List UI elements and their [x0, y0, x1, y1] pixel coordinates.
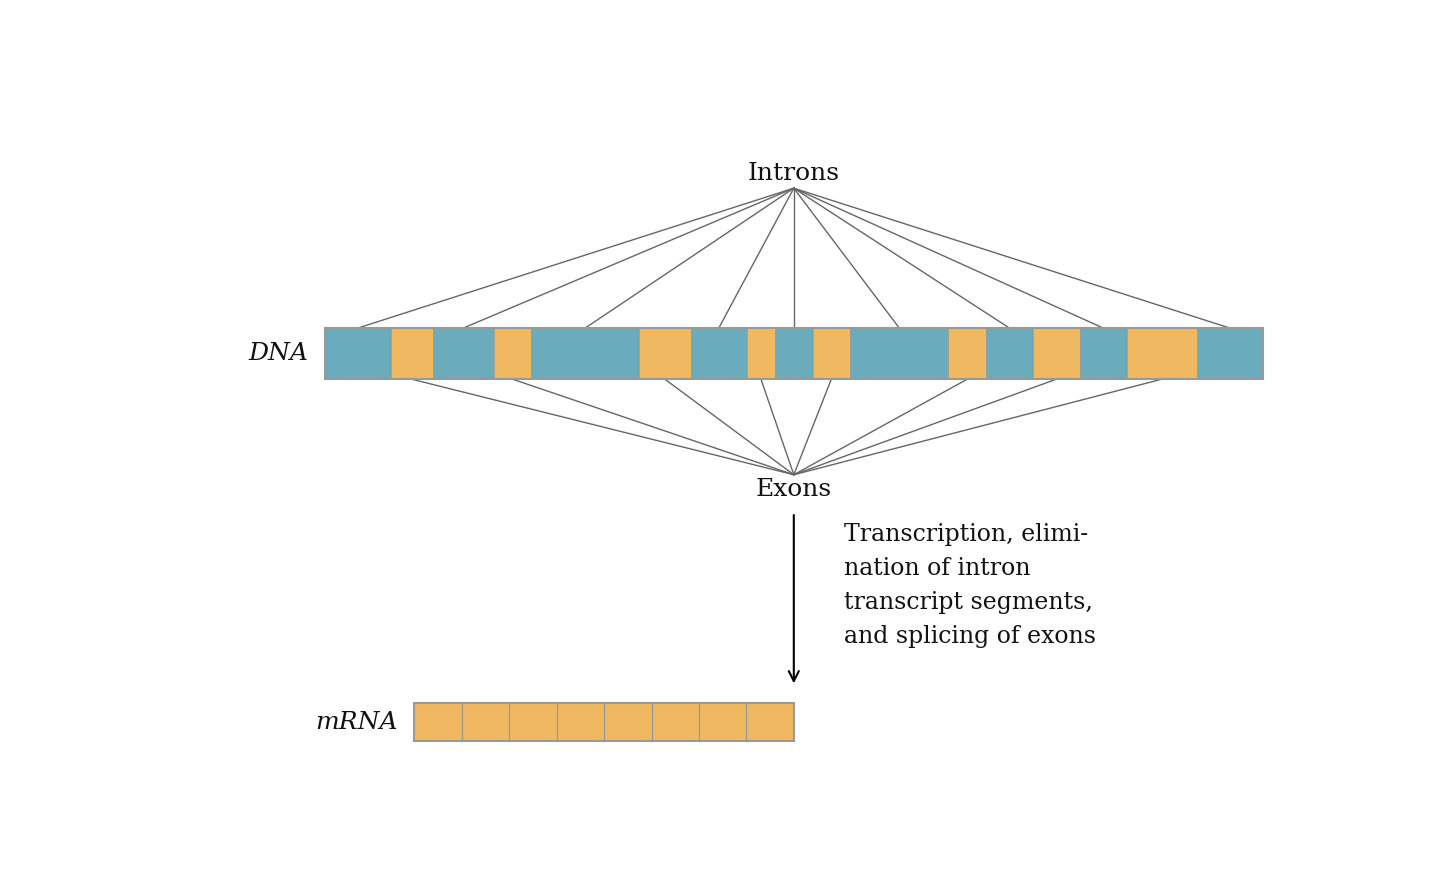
Bar [531, 328, 639, 379]
Bar [986, 328, 1032, 379]
Bar [1080, 328, 1126, 379]
Bar [1032, 328, 1080, 379]
Bar [1126, 328, 1197, 379]
Bar [390, 328, 433, 379]
Bar [415, 703, 793, 741]
Bar [325, 328, 390, 379]
Bar [1197, 328, 1263, 379]
Bar [850, 328, 949, 379]
Bar [775, 328, 812, 379]
Bar [747, 328, 775, 379]
Bar [433, 328, 494, 379]
Text: Transcription, elimi-
nation of intron
transcript segments,
and splicing of exon: Transcription, elimi- nation of intron t… [844, 524, 1096, 648]
Bar [949, 328, 986, 379]
Bar [812, 328, 850, 379]
Bar [494, 328, 531, 379]
Bar [691, 328, 747, 379]
Text: Exons: Exons [756, 478, 832, 501]
Text: mRNA: mRNA [315, 711, 397, 734]
Bar [325, 328, 1263, 379]
Text: DNA: DNA [249, 342, 308, 365]
Text: Introns: Introns [747, 162, 840, 185]
Bar [639, 328, 691, 379]
